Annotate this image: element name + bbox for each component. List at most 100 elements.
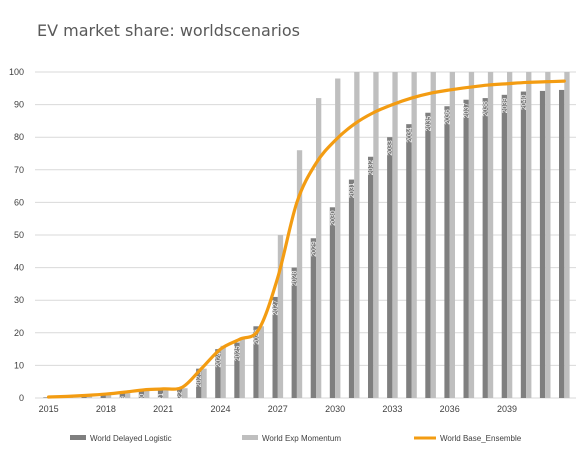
y-tick-label: 90 — [14, 100, 24, 110]
line-world-base-ensemble — [47, 79, 566, 399]
legend: World Delayed Logistic World Exp Momentum… — [70, 434, 522, 443]
bar-world-exp-momentum — [487, 72, 494, 398]
bar-labels: 2019 2020 2021 2022 2023 2024 2025 2026 2027 2028… — [120, 94, 528, 411]
bar-world-exp-momentum — [220, 345, 226, 398]
bar-data-label: 2021 — [158, 393, 165, 409]
bar-data-label: 2024 — [215, 352, 222, 368]
x-tick-label: 2036 — [440, 404, 460, 414]
bar-data-label: 2034 — [406, 127, 413, 143]
bar-world-exp-momentum — [277, 235, 284, 398]
bar-world-exp-momentum — [258, 326, 264, 398]
bar-data-label: 2023 — [196, 372, 203, 388]
bar-world-exp-momentum — [392, 72, 398, 398]
bar-world-delayed-logistic — [444, 106, 450, 398]
y-tick-label: 70 — [14, 165, 24, 175]
bar-world-delayed-logistic — [43, 397, 49, 398]
bar-world-delayed-logistic — [387, 137, 393, 398]
legend-label: World Delayed Logistic — [90, 434, 172, 443]
y-tick-label: 40 — [14, 263, 24, 273]
bar-world-exp-momentum — [411, 72, 417, 398]
bar-world-exp-momentum — [507, 72, 513, 398]
y-tick-label: 60 — [14, 197, 24, 207]
x-tick-label: 2027 — [268, 404, 288, 414]
legend-swatch — [242, 435, 258, 440]
y-tick-label: 0 — [19, 393, 24, 403]
bar-world-delayed-logistic — [234, 342, 240, 398]
legend-swatch — [70, 435, 86, 440]
bar-world-exp-momentum — [526, 72, 532, 398]
bar-world-delayed-logistic — [559, 89, 565, 399]
bar-world-delayed-logistic — [539, 90, 546, 399]
bar-world-exp-momentum — [373, 72, 379, 398]
bar-data-label: 2028 — [292, 270, 299, 286]
bar-data-label: 2026 — [254, 329, 261, 345]
bar-world-delayed-logistic — [348, 179, 355, 398]
x-tick-label: 2018 — [96, 404, 116, 414]
bar-world-exp-momentum — [163, 389, 169, 398]
bar-data-label: 2020 — [139, 394, 146, 410]
y-tick-label: 80 — [14, 132, 24, 142]
bar-world-delayed-logistic — [100, 394, 106, 398]
bar-world-delayed-logistic — [138, 390, 145, 398]
bar-world-exp-momentum — [430, 72, 436, 398]
y-tick-label: 100 — [9, 67, 24, 77]
gridlines — [35, 71, 576, 399]
bar-world-delayed-logistic — [119, 393, 125, 398]
bar-data-label: 2036 — [445, 109, 452, 125]
bar-world-delayed-logistic — [463, 99, 469, 399]
bar-data-label: 2025 — [234, 345, 241, 361]
bar-world-delayed-logistic — [272, 296, 278, 398]
bar-data-label: 2039 — [502, 98, 509, 114]
bar-data-label: 2031 — [349, 182, 356, 198]
bar-data-label: 2032 — [368, 160, 375, 176]
bar-world-delayed-logistic — [157, 389, 164, 398]
bar-world-exp-momentum — [144, 390, 150, 398]
bar-world-exp-momentum — [545, 72, 551, 398]
x-tick-label: 2033 — [382, 404, 402, 414]
bar-data-label: 2022 — [177, 391, 184, 407]
chart-title: EV market share: worldscenarios — [37, 21, 300, 40]
bar-world-delayed-logistic — [215, 349, 221, 398]
bar-world-exp-momentum — [354, 72, 360, 398]
x-tick-label: 2021 — [153, 404, 173, 414]
bar-world-exp-momentum — [125, 393, 131, 398]
bar-world-exp-momentum — [201, 368, 207, 398]
y-axis-ticks: 0 10 20 30 40 50 60 70 80 90 100 — [9, 67, 24, 403]
bar-world-delayed-logistic — [177, 388, 183, 398]
x-tick-label: 2039 — [497, 404, 517, 414]
bar-data-label: 2035 — [425, 116, 432, 132]
bar-world-exp-momentum — [182, 388, 188, 398]
bar-world-delayed-logistic — [501, 94, 507, 398]
bar-world-exp-momentum — [449, 72, 455, 398]
legend-label: World Exp Momentum — [262, 434, 341, 443]
bar-world-delayed-logistic — [291, 267, 297, 398]
x-axis-ticks: 2015 2018 2021 2024 2027 2030 2033 2036 2039 — [39, 404, 517, 414]
bar-world-exp-momentum — [564, 72, 570, 398]
y-tick-label: 30 — [14, 295, 24, 305]
bar-world-delayed-logistic — [310, 238, 316, 398]
bar-world-exp-momentum — [296, 150, 303, 398]
bar-world-delayed-logistic — [253, 326, 259, 398]
bar-data-label: 2037 — [464, 103, 471, 119]
line-series — [47, 79, 566, 399]
bar-world-exp-momentum — [468, 72, 475, 398]
bar-data-label: 2019 — [120, 396, 127, 412]
y-tick-label: 50 — [14, 230, 24, 240]
x-tick-label: 2030 — [325, 404, 345, 414]
legend-label: World Base_Ensemble — [440, 434, 522, 443]
bar-world-exp-momentum — [335, 78, 341, 399]
bar-world-exp-momentum — [105, 394, 112, 398]
bar-data-label: 2038 — [483, 101, 490, 117]
x-tick-label: 2024 — [210, 404, 230, 414]
x-tick-label: 2015 — [39, 404, 59, 414]
bar-world-delayed-logistic — [482, 98, 488, 398]
bar-world-delayed-logistic — [520, 91, 527, 398]
bar-data-label: 2040 — [521, 94, 528, 110]
bar-world-delayed-logistic — [425, 112, 431, 398]
bars — [43, 72, 570, 399]
bar-world-delayed-logistic — [196, 368, 202, 398]
bar-world-exp-momentum — [316, 98, 322, 398]
y-tick-label: 10 — [14, 360, 24, 370]
bar-data-label: 2030 — [330, 210, 337, 226]
